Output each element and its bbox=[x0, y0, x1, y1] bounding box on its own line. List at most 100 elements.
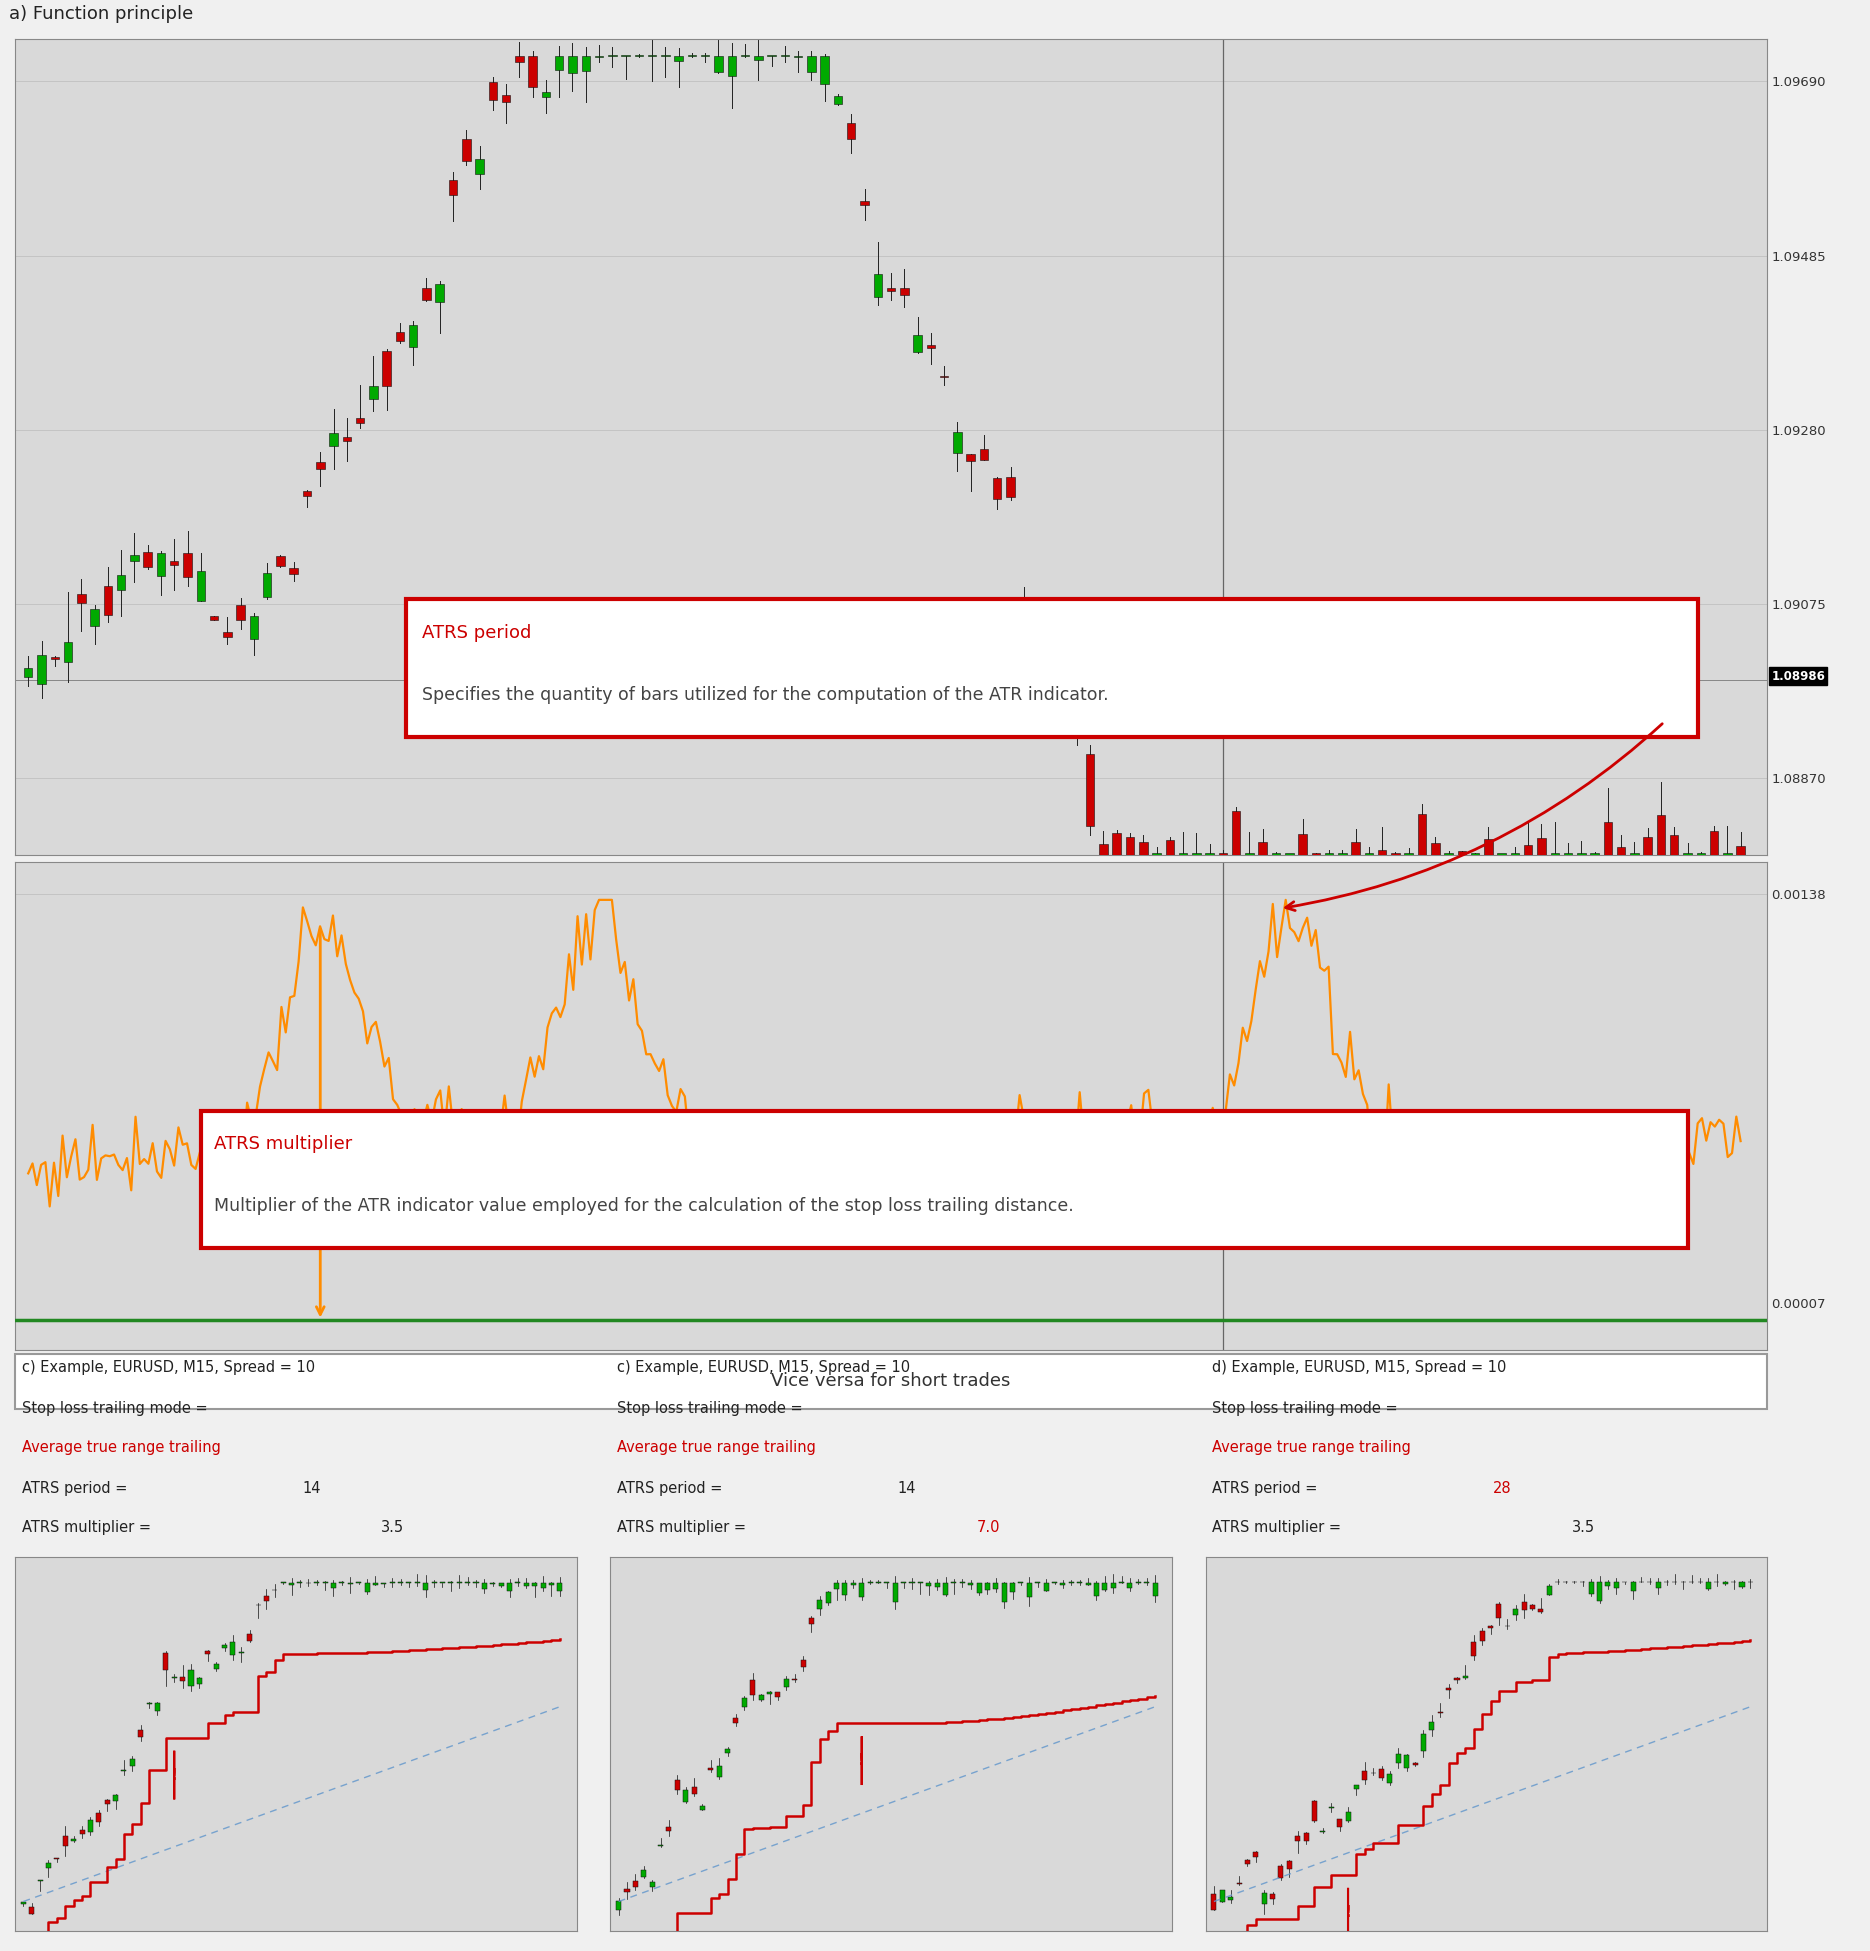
Text: !: ! bbox=[858, 1754, 866, 1768]
Text: 3.5: 3.5 bbox=[1571, 1520, 1595, 1535]
Bar bbox=[1113, 833, 1120, 855]
Bar bbox=[196, 1678, 202, 1684]
Bar bbox=[1346, 1812, 1350, 1822]
Bar bbox=[759, 1695, 763, 1699]
Bar bbox=[223, 1645, 226, 1649]
Text: Stop loss trailing mode =: Stop loss trailing mode = bbox=[1212, 1401, 1399, 1416]
Bar bbox=[1709, 831, 1719, 855]
Bar bbox=[675, 1779, 681, 1791]
Bar bbox=[1354, 1785, 1359, 1789]
Bar bbox=[754, 57, 763, 60]
Bar bbox=[1085, 1582, 1090, 1586]
Bar bbox=[1313, 1801, 1316, 1820]
Bar bbox=[423, 1582, 428, 1590]
Bar bbox=[475, 158, 484, 174]
Text: !: ! bbox=[1345, 1904, 1352, 1920]
Bar bbox=[1472, 1643, 1475, 1656]
Bar bbox=[1739, 1582, 1745, 1586]
Bar bbox=[118, 576, 125, 589]
Bar bbox=[303, 492, 310, 496]
Text: Average true range trailing: Average true range trailing bbox=[1212, 1440, 1412, 1455]
Text: d) Example, EURUSD, M15, Spread = 10: d) Example, EURUSD, M15, Spread = 10 bbox=[1212, 1360, 1507, 1375]
Bar bbox=[926, 1582, 931, 1586]
Bar bbox=[742, 1697, 746, 1707]
Bar bbox=[251, 617, 258, 640]
Bar bbox=[355, 418, 365, 423]
Text: ATRS multiplier =: ATRS multiplier = bbox=[22, 1520, 155, 1535]
Bar bbox=[157, 554, 165, 576]
Bar bbox=[329, 433, 338, 445]
Bar bbox=[808, 57, 815, 72]
Text: 3.5: 3.5 bbox=[381, 1520, 404, 1535]
Text: ATRS multiplier =: ATRS multiplier = bbox=[1212, 1520, 1346, 1535]
Bar bbox=[1404, 1754, 1410, 1768]
Bar bbox=[1604, 1582, 1610, 1586]
Bar bbox=[1287, 1861, 1292, 1869]
Bar bbox=[886, 289, 896, 291]
Bar bbox=[985, 1582, 989, 1590]
Bar bbox=[540, 1582, 546, 1588]
Bar bbox=[64, 1836, 67, 1846]
Bar bbox=[372, 1582, 378, 1584]
Bar bbox=[913, 336, 922, 351]
Bar bbox=[1361, 1772, 1367, 1779]
FancyBboxPatch shape bbox=[200, 1110, 1689, 1249]
Bar bbox=[64, 642, 73, 661]
Bar bbox=[860, 201, 870, 205]
Text: Average true range trailing: Average true range trailing bbox=[22, 1440, 221, 1455]
Bar bbox=[1597, 1582, 1603, 1602]
Bar bbox=[727, 57, 737, 76]
Bar bbox=[1431, 843, 1440, 855]
Bar bbox=[1590, 1582, 1593, 1594]
Bar bbox=[954, 431, 961, 453]
Bar bbox=[1019, 603, 1028, 628]
Bar bbox=[1352, 841, 1359, 855]
Bar bbox=[1489, 1625, 1492, 1627]
Bar bbox=[542, 92, 550, 98]
Bar bbox=[1100, 845, 1107, 855]
Bar bbox=[935, 1582, 939, 1586]
Bar bbox=[1111, 1582, 1116, 1588]
Text: a) Function principle: a) Function principle bbox=[9, 4, 194, 23]
Bar bbox=[1229, 1896, 1232, 1900]
Bar bbox=[144, 552, 151, 568]
Text: !: ! bbox=[170, 1768, 178, 1783]
Bar bbox=[1522, 1602, 1526, 1610]
Bar bbox=[88, 1820, 94, 1832]
Bar bbox=[847, 123, 855, 139]
Bar bbox=[170, 562, 178, 566]
Bar bbox=[507, 1582, 512, 1592]
Bar bbox=[1043, 1582, 1049, 1590]
Bar bbox=[1060, 691, 1068, 700]
Text: 28: 28 bbox=[1492, 1481, 1511, 1496]
Bar bbox=[993, 478, 1002, 499]
Bar bbox=[1496, 1604, 1502, 1617]
Bar bbox=[1002, 1582, 1006, 1602]
Bar bbox=[1010, 1582, 1015, 1592]
Text: c) Example, EURUSD, M15, Spread = 10: c) Example, EURUSD, M15, Spread = 10 bbox=[22, 1360, 314, 1375]
Bar bbox=[1421, 1734, 1427, 1752]
Text: 7.0: 7.0 bbox=[976, 1520, 1000, 1535]
Bar bbox=[1457, 851, 1466, 855]
Bar bbox=[1270, 1894, 1275, 1898]
Bar bbox=[827, 1592, 830, 1604]
Bar bbox=[1737, 847, 1745, 855]
Text: 1.08986: 1.08986 bbox=[1771, 669, 1825, 683]
Text: ATRS period =: ATRS period = bbox=[617, 1481, 727, 1496]
Text: Multiplier of the ATR indicator value employed for the calculation of the stop l: Multiplier of the ATR indicator value em… bbox=[215, 1196, 1073, 1215]
Bar bbox=[381, 351, 391, 386]
Bar bbox=[206, 1651, 209, 1654]
Bar bbox=[784, 1680, 789, 1688]
Bar bbox=[131, 556, 138, 562]
Bar bbox=[331, 1582, 337, 1588]
Bar bbox=[342, 437, 352, 441]
Bar bbox=[462, 139, 471, 162]
Bar bbox=[112, 1795, 118, 1801]
Text: Specifies the quantity of bars utilized for the computation of the ATR indicator: Specifies the quantity of bars utilized … bbox=[421, 687, 1109, 704]
Bar bbox=[277, 556, 284, 566]
Bar bbox=[1705, 1582, 1711, 1588]
Bar bbox=[488, 82, 497, 100]
Bar bbox=[1212, 1894, 1216, 1910]
Bar bbox=[1395, 1754, 1401, 1764]
Bar bbox=[899, 289, 909, 295]
